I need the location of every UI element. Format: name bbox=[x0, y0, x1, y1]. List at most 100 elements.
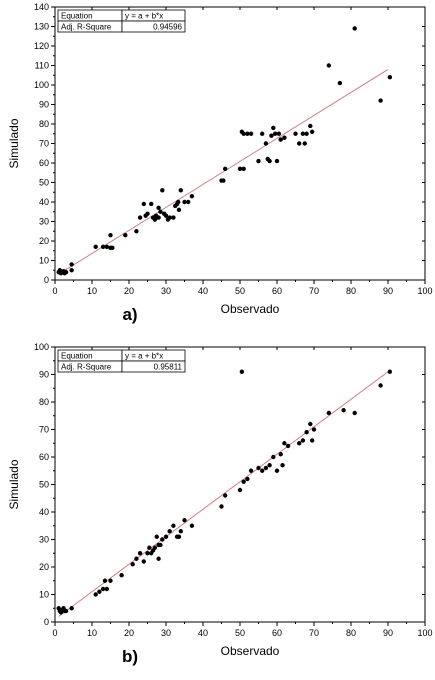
data-point bbox=[256, 158, 261, 164]
chart-panel-a: 0 10 20 30 40 50 60 70 80 90 100 0 10 20 30 40 50 60 70 80 9… bbox=[7, 2, 433, 324]
data-point bbox=[297, 141, 302, 146]
data-point bbox=[171, 215, 176, 220]
data-point bbox=[156, 556, 161, 561]
data-point bbox=[137, 551, 143, 556]
y-tick-label: 100 bbox=[34, 80, 49, 90]
fit-table-cell bbox=[121, 360, 186, 373]
data-point bbox=[304, 430, 309, 435]
data-point bbox=[102, 578, 108, 583]
y-tick-label: 120 bbox=[34, 41, 49, 51]
data-point bbox=[63, 608, 69, 614]
data-point bbox=[158, 209, 163, 214]
y-tick-label: 30 bbox=[39, 535, 49, 545]
data-point bbox=[137, 215, 143, 220]
x-tick-label: 70 bbox=[309, 628, 319, 638]
plot-frame bbox=[54, 6, 426, 281]
x-tick-label: 20 bbox=[124, 628, 134, 638]
data-point bbox=[309, 438, 315, 443]
data-point bbox=[239, 369, 245, 374]
data-point bbox=[311, 427, 317, 432]
fit-table: Equation y = a + b*x Adj. R-Square 0.94596 bbox=[57, 9, 186, 33]
y-tick-label: 50 bbox=[39, 178, 49, 188]
y-tick-label: 80 bbox=[39, 119, 49, 129]
data-point bbox=[267, 463, 272, 468]
data-point bbox=[274, 158, 280, 164]
fit-line bbox=[58, 371, 389, 617]
y-tick-label: 60 bbox=[39, 452, 49, 462]
y-tick-label: 20 bbox=[39, 236, 49, 246]
x-tick-label: 80 bbox=[346, 286, 356, 296]
data-point bbox=[274, 468, 280, 473]
data-point bbox=[69, 606, 74, 611]
data-point bbox=[154, 534, 159, 539]
data-point bbox=[176, 534, 182, 539]
x-tick-label: 60 bbox=[272, 286, 282, 296]
y-tick-label: 40 bbox=[39, 197, 49, 207]
data-point bbox=[108, 578, 113, 583]
data-point bbox=[110, 245, 115, 251]
data-point bbox=[337, 80, 343, 86]
x-tick-label: 20 bbox=[124, 286, 134, 296]
data-point bbox=[280, 463, 285, 468]
data-point bbox=[134, 229, 139, 234]
y-tick-label: 30 bbox=[39, 217, 49, 227]
data-point bbox=[241, 131, 246, 136]
data-point bbox=[182, 199, 187, 205]
x-axis-label: Observado bbox=[221, 302, 280, 316]
y-axis-label: Simulado bbox=[7, 459, 21, 509]
data-point bbox=[245, 131, 250, 136]
data-point bbox=[378, 383, 383, 388]
data-point bbox=[304, 131, 309, 136]
data-point bbox=[141, 201, 146, 207]
x-tick-label: 60 bbox=[272, 628, 282, 638]
data-point bbox=[278, 452, 283, 457]
x-tick-label: 0 bbox=[52, 628, 57, 638]
data-point bbox=[130, 562, 135, 567]
fit-table-key: Equation bbox=[61, 352, 93, 361]
x-tick-label: 40 bbox=[198, 286, 208, 296]
data-point bbox=[256, 465, 261, 471]
data-point bbox=[123, 232, 128, 238]
data-point bbox=[282, 135, 287, 140]
y-tick-label: 110 bbox=[35, 61, 49, 71]
data-point bbox=[167, 215, 172, 220]
y-tick-label: 0 bbox=[44, 275, 49, 285]
y-tick-label: 130 bbox=[34, 22, 49, 32]
fit-table-value: 0.94596 bbox=[153, 23, 182, 32]
fit-table-key: Adj. R-Square bbox=[61, 23, 112, 32]
data-point bbox=[171, 523, 176, 528]
x-tick-label: 0 bbox=[52, 286, 57, 296]
x-tick-label: 10 bbox=[87, 286, 97, 296]
x-tick-label: 90 bbox=[383, 286, 393, 296]
y-tick-label: 90 bbox=[39, 100, 49, 110]
fit-table-value: y = a + b*x bbox=[125, 352, 163, 361]
y-tick-label: 40 bbox=[39, 507, 49, 517]
fit-table-cell bbox=[121, 20, 186, 33]
data-point bbox=[271, 454, 276, 460]
data-point bbox=[341, 408, 346, 413]
x-tick-label: 100 bbox=[417, 286, 432, 296]
data-point bbox=[93, 244, 98, 250]
data-point bbox=[297, 441, 302, 446]
x-tick-label: 10 bbox=[87, 628, 97, 638]
y-tick-label: 20 bbox=[39, 562, 49, 572]
data-point bbox=[237, 487, 243, 493]
data-point bbox=[263, 465, 269, 471]
data-point bbox=[223, 493, 228, 498]
data-point bbox=[241, 166, 246, 172]
data-point bbox=[119, 573, 124, 578]
data-point bbox=[285, 443, 291, 449]
data-point bbox=[100, 586, 106, 592]
data-point bbox=[282, 441, 287, 446]
data-point bbox=[267, 158, 272, 164]
y-tick-label: 140 bbox=[34, 2, 49, 12]
x-axis-label: Observado bbox=[221, 644, 280, 658]
x-tick-label: 70 bbox=[309, 286, 319, 296]
y-tick-label: 70 bbox=[39, 139, 49, 149]
data-point bbox=[278, 137, 283, 142]
data-point bbox=[158, 542, 163, 548]
data-point bbox=[293, 131, 298, 136]
data-point bbox=[147, 545, 152, 550]
data-point bbox=[189, 193, 195, 199]
